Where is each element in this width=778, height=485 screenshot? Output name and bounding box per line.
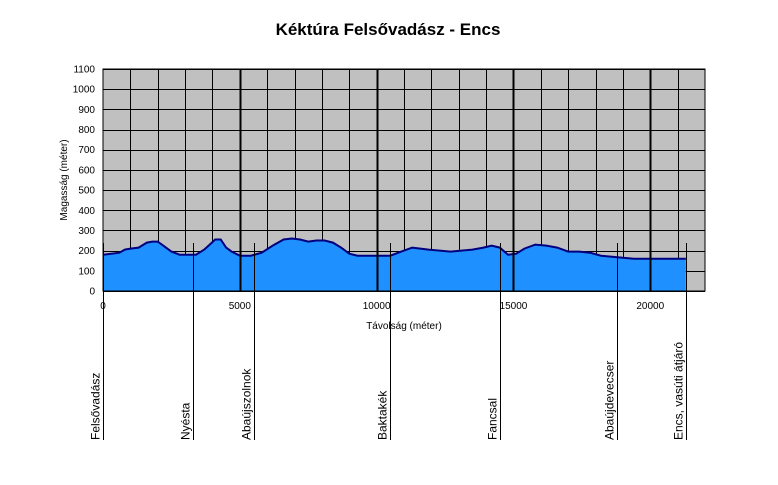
y-axis-label: Magasság (méter) [59, 139, 70, 220]
location-lines [239, 69, 652, 291]
y-tick-label: 300 [78, 226, 95, 237]
x-tick-label: 20000 [636, 301, 664, 312]
location-label: Nyésta [179, 402, 193, 440]
y-tick-label: 100 [78, 266, 95, 277]
elevation-area [103, 238, 686, 291]
location-label: Abaújdevecser [603, 361, 617, 440]
y-tick-labels: 0 100 200 300 400 500 600 700 800 900 1000 1100 [73, 65, 96, 298]
location-labels: Felsővadász Nyésta Abaújszolnok Baktakék Fan… [89, 243, 687, 440]
y-tick-label: 800 [78, 125, 95, 136]
location-label: Fancsal [486, 398, 500, 440]
location-label: Abaújszolnok [240, 368, 254, 440]
x-tick-label: 15000 [500, 301, 528, 312]
y-tick-label: 600 [78, 165, 95, 176]
y-tick-label: 1000 [73, 85, 96, 96]
x-tick-label: 5000 [229, 301, 252, 312]
location-label: Felsővadász [89, 373, 103, 440]
elevation-series [102, 237, 686, 291]
location-label: Encs, vasúti átjáró [672, 342, 686, 440]
x-axis-label: Távolság (méter) [366, 321, 442, 332]
chart-title: Kéktúra Felsővadász - Encs [276, 20, 501, 39]
location-label: Baktakék [376, 390, 390, 440]
y-tick-label: 900 [78, 105, 95, 116]
y-tick-label: 0 [89, 287, 95, 298]
y-tick-label: 400 [78, 206, 95, 217]
y-tick-label: 200 [78, 246, 95, 257]
plot-border [102, 68, 706, 292]
x-tick-label: 10000 [363, 301, 391, 312]
elevation-line [102, 237, 686, 260]
y-tick-label: 700 [78, 145, 95, 156]
y-tick-label: 1100 [73, 65, 95, 76]
y-tick-label: 500 [78, 186, 95, 197]
